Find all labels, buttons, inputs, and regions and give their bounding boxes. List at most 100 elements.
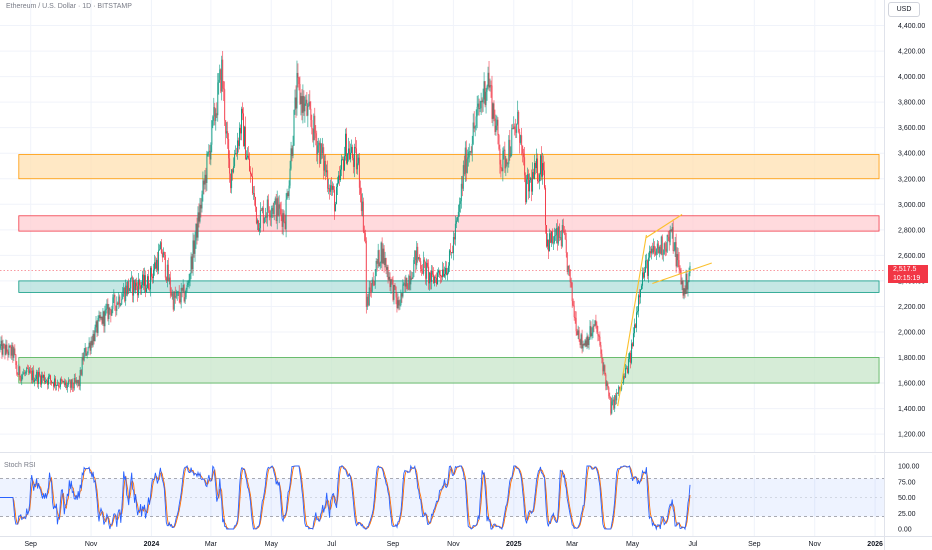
candle-up	[460, 183, 462, 202]
candle-up	[656, 243, 658, 249]
candle-down	[574, 316, 576, 318]
candle-down	[639, 295, 640, 298]
candle-up	[320, 143, 322, 164]
candle-down	[312, 128, 314, 141]
price-axis[interactable]: 4,400.00 4,200.00 4,000.00 3,800.00 3,600.00…	[898, 23, 925, 439]
candle-down	[383, 248, 385, 266]
candle-up	[614, 395, 616, 409]
candle-down	[240, 127, 242, 134]
candle-up	[431, 270, 433, 282]
candle-up	[81, 357, 83, 375]
candle-up	[113, 294, 115, 298]
candle-down	[3, 344, 5, 346]
candle-down	[287, 192, 289, 196]
stoch-tick-label: 0.00	[898, 527, 912, 534]
candle-up	[43, 375, 45, 378]
candle-down	[617, 392, 619, 394]
candle-up	[120, 304, 122, 306]
candle-up	[546, 239, 548, 247]
candle-up	[650, 248, 652, 254]
candle-down	[369, 287, 371, 290]
candle-up	[131, 277, 133, 279]
last-price-value: 2,517.5	[893, 266, 917, 273]
candle-up	[106, 303, 108, 309]
candle-up	[655, 248, 657, 255]
candle-down	[593, 325, 595, 327]
candle-up	[188, 281, 190, 284]
candle-down	[54, 378, 56, 386]
candle-down	[560, 237, 562, 247]
candle-down	[461, 183, 463, 189]
teal-zone[interactable]	[18, 280, 880, 293]
candle-down	[124, 287, 126, 302]
candle-up	[246, 157, 247, 160]
candle-up	[256, 220, 258, 224]
candle-down	[269, 215, 271, 218]
candle-up	[540, 155, 541, 175]
candle-down	[519, 131, 521, 143]
candle-down	[137, 286, 139, 296]
candle-down	[154, 262, 156, 269]
candle-down	[209, 150, 211, 160]
candle-down	[385, 258, 387, 270]
candle-down	[333, 185, 335, 190]
trendline[interactable]	[617, 234, 647, 407]
candle-down	[585, 340, 587, 347]
candle-down	[89, 342, 91, 351]
candle-down	[642, 272, 644, 278]
candle-up	[41, 375, 43, 385]
candle-up	[628, 358, 630, 373]
candle-down	[284, 221, 286, 230]
time-axis[interactable]: Sep Nov 2024 Mar May Jul Sep Nov 2025 Mar May Jul Se…	[24, 541, 883, 548]
candle-down	[298, 77, 300, 85]
symbol-title: Ethereum / U.S. Dollar · 1D · BITSTAMP	[6, 3, 132, 10]
indicator-label[interactable]: Stoch RSI	[4, 462, 36, 469]
candle-up	[23, 372, 25, 375]
candle-up	[73, 378, 75, 389]
candle-down	[544, 187, 546, 226]
candle-down	[267, 199, 269, 211]
price-tick-label: 3,400.00	[898, 151, 925, 158]
candle-up	[273, 202, 275, 214]
candle-up	[559, 237, 561, 238]
candle-down	[504, 149, 506, 169]
price-tick-label: 4,200.00	[898, 49, 925, 56]
candle-up	[304, 103, 306, 112]
candle-up	[215, 113, 217, 121]
orange-zone[interactable]	[18, 154, 880, 180]
last-price-tag: 2,517.5 10:15:19	[888, 265, 928, 283]
candle-up	[77, 379, 79, 383]
candle-up	[121, 299, 123, 305]
candle-down	[595, 320, 597, 325]
candle-up	[199, 204, 201, 222]
candle-up	[645, 260, 647, 262]
candle-down	[103, 311, 105, 327]
candle-down	[170, 291, 172, 296]
trendline[interactable]	[652, 262, 712, 284]
candle-up	[235, 153, 237, 155]
green-zone[interactable]	[18, 357, 880, 384]
red-zone[interactable]	[18, 215, 880, 232]
candle-up	[263, 217, 265, 224]
candle-down	[148, 276, 149, 289]
candle-down	[306, 99, 308, 116]
candle-up	[475, 116, 477, 127]
candle-down	[220, 69, 222, 92]
currency-button[interactable]: USD	[888, 2, 920, 17]
candle-down	[76, 380, 78, 383]
candle-up	[175, 295, 177, 298]
candle-down	[665, 248, 667, 252]
trendlines[interactable]	[617, 214, 712, 407]
candle-down	[544, 170, 545, 188]
candle-down	[250, 174, 252, 177]
candle-up	[204, 174, 206, 185]
candle-up	[286, 192, 288, 200]
candle-down	[545, 225, 547, 247]
candle-up	[689, 265, 691, 273]
candle-up	[634, 324, 635, 334]
candle-up	[252, 193, 254, 194]
candle-up	[377, 250, 379, 264]
trendline[interactable]	[646, 214, 683, 238]
candle-up	[673, 250, 675, 251]
